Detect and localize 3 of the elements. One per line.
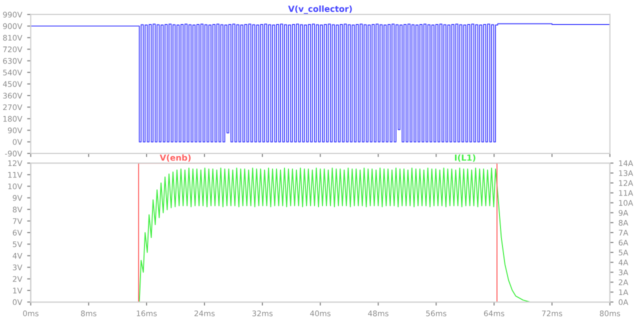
series-label: V(v_collector) — [288, 6, 352, 14]
series-label: V(enb) — [160, 154, 191, 162]
series-label: I(L1) — [454, 154, 476, 162]
